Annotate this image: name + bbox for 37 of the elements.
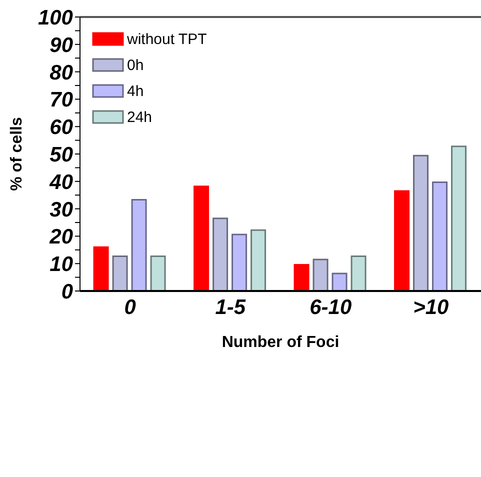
legend-label: 4h [127,82,144,100]
y-tick-label: 20 [48,226,74,249]
y-tick-label: 60 [50,116,74,140]
bar [432,181,448,291]
x-tick-label: >10 [413,296,450,319]
bar [312,258,328,291]
y-tick-label: 80 [50,61,74,84]
bar [413,154,429,291]
bar [112,255,128,291]
y-tick-label: 70 [50,88,74,112]
x-tick-label: 1-5 [215,296,246,319]
x-tick-label: 6-10 [310,296,352,319]
x-tick-label: 0 [124,296,136,319]
legend-label: without TPT [127,30,207,48]
bar [250,229,266,291]
bar [350,255,366,291]
y-axis-title: % of cells [8,117,26,191]
bar [232,234,248,291]
bar [150,255,166,291]
bar [394,190,410,291]
x-axis-title: Number of Foci [222,334,340,351]
bar [332,272,348,291]
y-tick-label: 30 [50,198,74,222]
y-tick-label: 100 [38,6,74,30]
bar [212,218,228,291]
bar [294,264,310,291]
legend-label: 0h [127,56,144,74]
y-tick-label: 50 [50,143,74,166]
y-tick-label: 10 [50,253,74,276]
y-tick-label: 0 [61,280,74,304]
y-tick-label: 90 [50,34,74,57]
legend-label: 24h [127,108,152,126]
bar [451,146,467,291]
y-tick-label: 40 [48,170,74,194]
bar [194,186,210,291]
bar [93,246,109,291]
bar [131,199,147,291]
